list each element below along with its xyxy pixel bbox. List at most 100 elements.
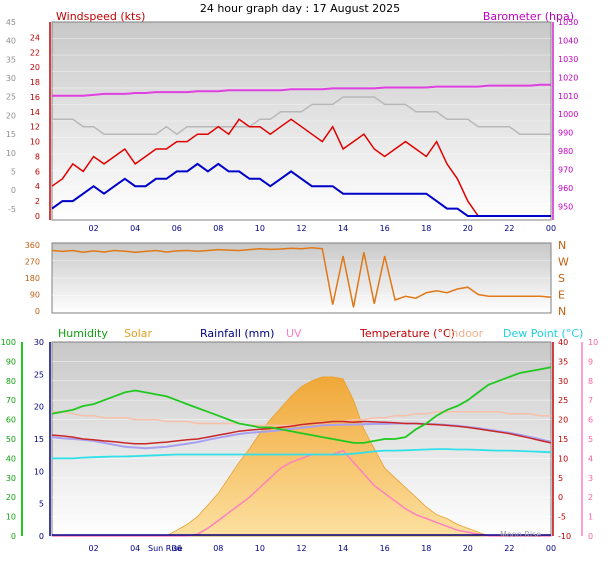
panel1-outer-tick-9: 0 xyxy=(11,186,16,195)
panel1-outer-tick-3: 30 xyxy=(6,74,16,83)
panel1-x-tick-06: 06 xyxy=(172,224,182,233)
panel1-baro-tick-10: 950 xyxy=(558,203,573,212)
panel3-x-tick-08: 08 xyxy=(213,544,223,553)
uv-tick-5: 5 xyxy=(588,435,593,444)
panel1-wind-tick-5: 14 xyxy=(30,108,40,117)
panel1-x-tick-12: 12 xyxy=(296,224,306,233)
rain-tick-0: 30 xyxy=(34,338,44,347)
rain-tick-4: 10 xyxy=(34,467,44,476)
panel1-outer-tick-4: 25 xyxy=(6,93,16,102)
humidity-tick-10: 0 xyxy=(11,532,16,541)
humidity-tick-8: 20 xyxy=(6,493,16,502)
panel1-baro-tick-0: 1050 xyxy=(558,18,578,27)
legend-temperature: Temperature (°C) xyxy=(359,327,455,340)
compass-label-1: W xyxy=(558,256,569,269)
panel2-direction-tick-0: 360 xyxy=(25,241,40,250)
temperature-tick-5: 15 xyxy=(558,435,568,444)
panel1-baro-tick-1: 1040 xyxy=(558,36,578,45)
panel1-x-tick-00: 00 xyxy=(546,224,556,233)
panel3-x-tick-00: 00 xyxy=(546,544,556,553)
dewpoint-line xyxy=(52,448,552,460)
humidity-tick-6: 40 xyxy=(6,454,16,463)
panel1-baro-tick-5: 1000 xyxy=(558,110,578,119)
wind-gust-line xyxy=(51,118,551,217)
panel1-wind-tick-4: 16 xyxy=(30,93,40,102)
panel1-wind-tick-11: 2 xyxy=(35,197,40,206)
panel1-baro-tick-7: 980 xyxy=(558,147,573,156)
humidity-tick-5: 50 xyxy=(6,435,16,444)
temperature-tick-4: 20 xyxy=(558,416,568,425)
panel1-wind-tick-2: 20 xyxy=(30,63,40,72)
panel3-x-tick-10: 10 xyxy=(255,544,265,553)
panel1-baro-tick-4: 1010 xyxy=(558,92,578,101)
panel3-x-tick-18: 18 xyxy=(421,544,431,553)
humidity-tick-3: 70 xyxy=(6,396,16,405)
pressure-trend-line xyxy=(52,96,551,136)
rain-tick-2: 20 xyxy=(34,403,44,412)
legend-rainfall: Rainfall (mm) xyxy=(200,327,274,340)
legend-dewpoint: Dew Point (°C) xyxy=(503,327,583,340)
rain-tick-1: 25 xyxy=(34,370,44,379)
temperature-line xyxy=(51,420,552,445)
uv-tick-2: 8 xyxy=(588,377,593,386)
temperature-tick-0: 40 xyxy=(558,338,568,347)
humidity-tick-2: 80 xyxy=(6,377,16,386)
uv-tick-8: 2 xyxy=(588,493,593,502)
uv-tick-1: 9 xyxy=(588,357,593,366)
compass-label-3: E xyxy=(558,289,565,302)
panel1-baro-tick-9: 960 xyxy=(558,184,573,193)
temperature-tick-3: 25 xyxy=(558,396,568,405)
compass-label-0: N xyxy=(558,239,566,252)
panel1-wind-tick-3: 18 xyxy=(30,78,40,87)
uv-tick-4: 6 xyxy=(588,416,593,425)
indoor-temperature-line xyxy=(52,411,551,427)
panel1-wind-tick-1: 22 xyxy=(30,48,40,57)
compass-label-4: N xyxy=(558,305,566,318)
panel1-outer-tick-1: 40 xyxy=(6,37,16,46)
uv-line xyxy=(52,449,551,537)
humidity-tick-4: 60 xyxy=(6,416,16,425)
uv-tick-6: 4 xyxy=(588,454,593,463)
uv-tick-9: 1 xyxy=(588,513,593,522)
temperature-tick-1: 35 xyxy=(558,357,568,366)
panel1-baro-tick-3: 1020 xyxy=(558,73,578,82)
panel1-outer-tick-7: 10 xyxy=(6,149,16,158)
uv-tick-0: 10 xyxy=(588,338,598,347)
panel3-x-tick-20: 20 xyxy=(463,544,473,553)
panel1-outer-tick-2: 35 xyxy=(6,55,16,64)
wind-average-line xyxy=(51,162,551,217)
uv-tick-3: 7 xyxy=(588,396,593,405)
humidity-tick-9: 10 xyxy=(6,513,16,522)
uv-tick-7: 3 xyxy=(588,474,593,483)
legend-uv: UV xyxy=(286,327,302,340)
wind-direction-line xyxy=(51,247,552,308)
barometer-label: Barometer (hpa) xyxy=(483,10,574,23)
humidity-line xyxy=(51,366,552,444)
uv-tick-10: 0 xyxy=(588,532,593,541)
panel1-x-tick-10: 10 xyxy=(255,224,265,233)
panel1-wind-tick-6: 12 xyxy=(30,123,40,132)
panel2-direction-tick-1: 270 xyxy=(25,258,40,267)
compass-label-2: S xyxy=(558,272,565,285)
panel1-wind-tick-10: 4 xyxy=(35,182,40,191)
panel1-wind-tick-12: 0 xyxy=(35,212,40,221)
panel1-x-tick-02: 02 xyxy=(89,224,99,233)
panel2-direction-tick-2: 180 xyxy=(25,274,40,283)
rain-tick-5: 5 xyxy=(39,500,44,509)
panel1-baro-tick-6: 990 xyxy=(558,129,573,138)
panel3-x-tick-14: 14 xyxy=(338,544,348,553)
panel1-x-tick-20: 20 xyxy=(463,224,473,233)
panel1-wind-tick-0: 24 xyxy=(30,33,40,42)
temperature-tick-6: 10 xyxy=(558,454,568,463)
panel1-x-tick-08: 08 xyxy=(213,224,223,233)
panel1-outer-tick-10: -5 xyxy=(8,205,16,214)
panel3-x-tick-02: 02 xyxy=(89,544,99,553)
panel3-x-tick-04: 04 xyxy=(130,544,140,553)
panel1-baro-tick-2: 1030 xyxy=(558,55,578,64)
panel1-outer-tick-8: 5 xyxy=(11,167,16,176)
temperature-tick-9: -5 xyxy=(558,513,566,522)
humidity-tick-0: 100 xyxy=(1,338,16,347)
panel2-direction-tick-4: 0 xyxy=(35,307,40,316)
panel1-x-tick-14: 14 xyxy=(338,224,348,233)
humidity-tick-7: 30 xyxy=(6,474,16,483)
